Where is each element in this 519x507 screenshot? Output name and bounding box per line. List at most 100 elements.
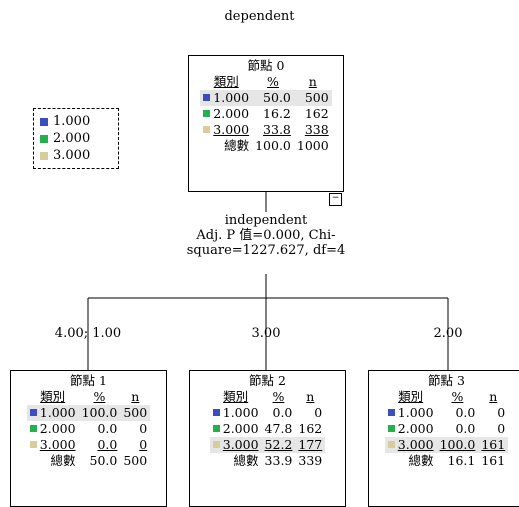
node-1[interactable]: 節點 1 類別 % n 1.000 100.0 500 2.000 0.0 0 … <box>10 370 167 507</box>
node-title: 節點 2 <box>249 373 286 388</box>
node-table: 類別 % n 1.000 0.0 0 2.000 47.8 162 3.000 … <box>209 389 326 469</box>
category-swatch <box>212 425 220 432</box>
split-stats-line2: square=1227.627, df=4 <box>186 243 346 258</box>
percent-value: 0.0 <box>455 405 476 420</box>
table-row: 1.000 0.0 0 <box>385 405 508 421</box>
node-table: 類別 % n 1.000 100.0 500 2.000 0.0 0 3.000… <box>26 389 151 469</box>
table-header-row: 類別 % n <box>385 389 508 405</box>
total-percent: 50.0 <box>89 453 118 468</box>
table-header-row: 類別 % n <box>200 74 331 90</box>
total-n: 161 <box>481 453 506 468</box>
percent-value: 16.2 <box>263 106 291 121</box>
percent-value: 0.0 <box>97 437 118 452</box>
n-value: 0 <box>497 405 506 420</box>
legend-swatch <box>40 117 48 126</box>
percent-value: 0.0 <box>455 421 476 436</box>
total-row: 總數 50.0 500 <box>27 453 150 469</box>
node-table: 類別 % n 1.000 50.0 500 2.000 16.2 162 3.0… <box>200 74 332 154</box>
header-percent: % <box>451 389 464 404</box>
node-0[interactable]: 節點 0 類別 % n 1.000 50.0 500 2.000 16.2 16… <box>188 55 344 192</box>
legend-item: 1.000 <box>40 113 112 130</box>
percent-value: 100.0 <box>436 437 479 453</box>
total-label: 總數 <box>233 453 259 468</box>
header-category: 類別 <box>40 389 66 404</box>
percent-value: 100.0 <box>78 405 121 421</box>
branch-label: 4.00; 1.00 <box>54 326 122 341</box>
total-n: 500 <box>123 453 148 468</box>
percent-value: 0.0 <box>272 405 293 420</box>
total-row: 總數 100.0 1000 <box>200 138 331 154</box>
n-value: 161 <box>478 437 509 453</box>
category-value: 1.000 <box>213 90 250 105</box>
n-value: 0 <box>497 421 506 436</box>
category-value: 3.000 <box>39 437 76 452</box>
percent-value: 0.0 <box>97 421 118 436</box>
total-row: 總數 16.1 161 <box>385 453 508 469</box>
header-category: 類別 <box>398 389 424 404</box>
percent-value: 47.8 <box>264 421 293 436</box>
n-value: 0 <box>314 405 323 420</box>
category-swatch <box>29 425 37 432</box>
header-n: n <box>308 74 317 89</box>
category-swatch <box>203 94 211 101</box>
table-row: 3.000 33.8 338 <box>200 122 331 138</box>
header-category: 類別 <box>213 74 239 89</box>
category-swatch <box>387 409 395 416</box>
table-row: 3.000 100.0 161 <box>384 437 509 453</box>
header-category: 類別 <box>223 389 249 404</box>
split-variable: independent <box>224 213 308 228</box>
category-swatch <box>203 126 211 133</box>
legend-swatch <box>40 151 48 160</box>
header-n: n <box>306 389 315 404</box>
table-row: 1.000 50.0 500 <box>200 90 332 106</box>
percent-value: 52.2 <box>261 437 296 453</box>
table-row: 2.000 16.2 162 <box>200 106 331 122</box>
table-row: 2.000 0.0 0 <box>27 421 150 437</box>
legend-label: 3.000 <box>53 148 91 163</box>
n-value: 162 <box>304 106 329 121</box>
collapse-button[interactable]: − <box>329 193 342 206</box>
node-title: 節點 3 <box>428 373 465 388</box>
table-row: 2.000 47.8 162 <box>210 421 326 437</box>
header-percent: % <box>93 389 106 404</box>
legend-item: 3.000 <box>40 147 112 164</box>
category-swatch <box>387 425 395 432</box>
category-value: 2.000 <box>397 421 434 436</box>
legend-item: 2.000 <box>40 130 112 147</box>
header-n: n <box>131 389 140 404</box>
n-value: 500 <box>293 90 332 106</box>
header-percent: % <box>267 74 279 89</box>
node-title: 節點 1 <box>70 373 107 388</box>
category-value: 1.000 <box>39 405 76 420</box>
n-value: 162 <box>298 421 323 436</box>
n-value: 500 <box>120 405 151 421</box>
node-table: 類別 % n 1.000 0.0 0 2.000 0.0 0 3.000 100… <box>384 389 509 469</box>
percent-value: 50.0 <box>252 90 294 106</box>
n-value: 0 <box>139 437 148 452</box>
node-2[interactable]: 節點 2 類別 % n 1.000 0.0 0 2.000 47.8 162 3… <box>189 370 346 507</box>
category-value: 2.000 <box>222 421 259 436</box>
category-value: 2.000 <box>39 421 76 436</box>
category-value: 3.000 <box>397 437 434 452</box>
table-row: 2.000 0.0 0 <box>385 421 508 437</box>
n-value: 0 <box>139 421 148 436</box>
header-percent: % <box>272 389 285 404</box>
legend-label: 2.000 <box>53 131 91 146</box>
table-header-row: 類別 % n <box>210 389 326 405</box>
category-value: 1.000 <box>222 405 259 420</box>
category-swatch <box>29 441 37 448</box>
total-label: 總數 <box>50 453 76 468</box>
percent-value: 33.8 <box>263 122 291 137</box>
table-row: 3.000 52.2 177 <box>209 437 326 453</box>
split-stats-line1: Adj. P 值=0.000, Chi- <box>196 228 336 243</box>
total-row: 總數 33.9 339 <box>210 453 326 469</box>
category-swatch <box>29 409 37 416</box>
category-value: 2.000 <box>213 106 250 121</box>
n-value: 177 <box>295 437 326 453</box>
split-info: independent Adj. P 值=0.000, Chi- square=… <box>166 213 366 258</box>
total-percent: 33.9 <box>264 453 293 468</box>
n-value: 338 <box>304 122 329 137</box>
node-3[interactable]: 節點 3 類別 % n 1.000 0.0 0 2.000 0.0 0 3.00… <box>368 370 519 507</box>
table-row: 1.000 100.0 500 <box>26 405 151 421</box>
category-value: 3.000 <box>213 122 250 137</box>
